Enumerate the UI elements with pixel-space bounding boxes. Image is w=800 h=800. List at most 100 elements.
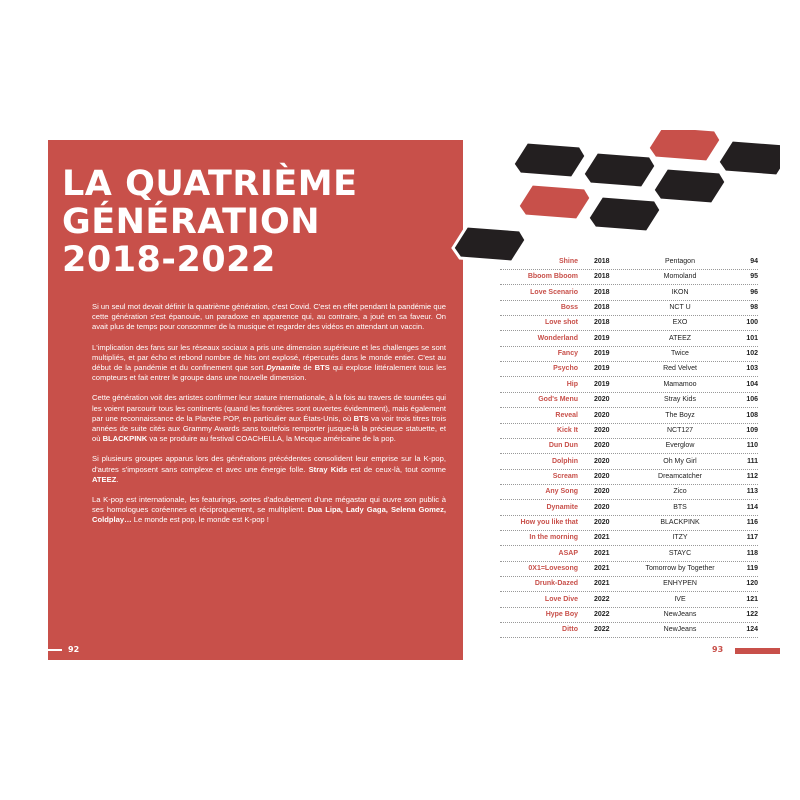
year: 2021 [594,549,610,557]
red-panel [48,140,463,660]
text-run: de [300,363,315,373]
row-separator [500,315,758,317]
text-run: est de ceux-là, tout comme [347,464,446,474]
page-number-bar [48,649,62,651]
page-ref: 110 [746,442,758,450]
song-title: Drunk-Dazed [534,580,578,588]
year: 2020 [594,457,610,465]
page-number-bar [735,648,780,654]
year: 2020 [594,411,610,419]
page-ref: 124 [746,626,758,634]
row-separator [500,376,758,378]
page-ref: 120 [746,580,758,588]
artist: Stray Kids [664,396,696,404]
year: 2018 [594,273,610,281]
song-title: Dynamite [546,503,578,511]
page-number: 92 [68,645,80,654]
hexagon [581,150,658,190]
page-ref: 101 [746,334,758,342]
text-run: qui explose littéralement tous les compt… [92,363,446,383]
page-ref: 103 [746,365,758,373]
song-title: Hype Boy [545,611,578,619]
row-separator [500,391,758,393]
song-title: Love Scenario [530,288,578,296]
year: 2021 [594,565,610,572]
song-title: Boss [560,304,578,312]
artist: NCT127 [666,426,694,434]
artist: BTS [673,503,687,511]
row-separator [500,591,758,593]
page-ref: 112 [746,472,758,480]
artist: EXO [672,319,688,327]
row-separator [500,453,758,455]
page-ref: 122 [746,611,758,619]
song-title: Dun Dun [548,442,578,450]
artist: Oh My Girl [663,457,697,465]
song-title: In the morning [529,534,578,542]
song-title: Love Dive [544,595,578,603]
highlight: BTS [314,363,330,373]
hexagon [586,194,663,234]
row-separator [500,269,758,270]
song-title: Scream [552,472,578,480]
page-ref: 121 [746,595,758,603]
highlight: Dua Lipa, Lady Gaga, Selena Gomez, Coldp… [92,505,446,525]
row-separator [500,284,758,286]
artist: The Boyz [665,411,695,419]
highlight: BTS [353,413,369,423]
year: 2020 [594,503,610,511]
page-ref: 117 [746,534,758,542]
row-separator [500,606,758,608]
row-separator [500,622,758,624]
year: 2019 [594,350,610,358]
row-separator [500,514,758,516]
artist: NCT U [669,304,691,312]
row-separator [500,361,758,363]
hexagon [451,224,528,264]
artist: NewJeans [663,611,697,619]
row-separator [500,545,758,547]
artist: IVE [674,595,686,603]
row-separator [500,345,758,347]
paragraph: L'implication des fans sur les réseaux s… [92,343,446,384]
row-separator [500,468,758,470]
hexagon [716,138,780,178]
page-ref: 104 [746,380,758,388]
row-separator [500,422,758,424]
song-title: Fancy [557,350,578,358]
hexagon [516,182,593,222]
artist: ITZY [672,534,688,542]
year: 2021 [594,534,610,542]
page-ref: 100 [746,319,758,327]
year: 2020 [594,442,610,450]
page-ref: 98 [750,304,758,312]
highlight: Stray Kids [308,464,348,474]
artist: IKON [671,288,689,296]
song-title: Reveal [555,411,578,419]
row-separator [500,437,758,439]
artist: Mamamoo [663,380,697,388]
title-line: GÉNÉRATION [62,202,321,242]
body-text: Si un seul mot devait définir la quatriè… [92,302,446,536]
row-separator [500,560,758,562]
page-ref: 108 [746,411,758,419]
text-run: Cette génération voit des artistes confi… [92,393,446,423]
year: 2020 [594,472,610,480]
page-ref: 114 [746,503,758,511]
song-title: Psycho [553,365,578,373]
year: 2022 [594,611,610,619]
song-title: ASAP [558,549,578,557]
row-separator [500,330,758,332]
page-ref: 111 [747,457,758,465]
row-separator [500,637,758,639]
text-run: L'implication des fans sur les réseaux s… [92,342,446,373]
song-title: God's Menu [538,396,578,404]
year: 2020 [594,518,610,526]
song-title: 0X1=Lovesong [528,565,578,572]
page-ref: 95 [750,273,758,281]
hexagon [511,140,588,180]
text-run: Si plusieurs groupes apparus lors des gé… [92,454,446,474]
